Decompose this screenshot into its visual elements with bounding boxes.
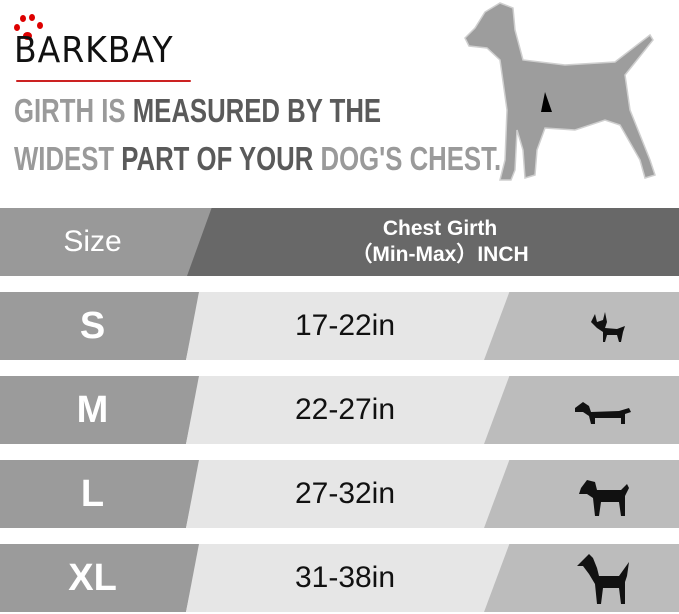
girth-header-line2: （Min-Max）INCH <box>351 243 529 266</box>
size-row: XL 31-38in <box>0 544 679 612</box>
chest-girth-header: Chest Girth （Min-Max）INCH <box>290 216 590 268</box>
table-header: Size Chest Girth （Min-Max）INCH <box>0 208 679 276</box>
barkbay-logo: BARKBAY <box>10 10 195 85</box>
headline-part: MEASURED BY THE <box>132 92 382 129</box>
dog-measurement-illustration <box>464 2 656 181</box>
girth-value: 17-22in <box>294 309 396 342</box>
girth-value: 27-32in <box>294 477 396 510</box>
headline-part: WIDEST <box>14 140 122 177</box>
size-label: XL <box>68 556 117 599</box>
labrador-icon <box>579 480 629 516</box>
girth-value: 22-27in <box>294 393 396 426</box>
headline-part: GIRTH IS <box>14 92 133 129</box>
dachshund-icon <box>575 402 631 424</box>
great-dane-icon <box>577 554 629 604</box>
size-row: M 22-27in <box>0 376 679 444</box>
chihuahua-icon <box>591 312 625 342</box>
size-row: S 17-22in <box>0 292 679 360</box>
size-label: S <box>79 304 106 347</box>
girth-header-line1: Chest Girth <box>382 217 498 240</box>
size-label: L <box>80 472 105 515</box>
headline-line-2: WIDEST PART OF YOUR DOG'S CHEST. <box>14 140 501 178</box>
girth-value: 31-38in <box>294 561 396 594</box>
headline-part: PART OF YOUR <box>121 140 321 177</box>
logo-text: BARKBAY <box>14 30 174 71</box>
headline-part: DOG'S CHEST. <box>320 140 502 177</box>
size-row: L 27-32in <box>0 460 679 528</box>
size-header: Size <box>63 225 122 258</box>
size-label: M <box>76 388 109 431</box>
headline-line-1: GIRTH IS MEASURED BY THE <box>14 92 381 130</box>
